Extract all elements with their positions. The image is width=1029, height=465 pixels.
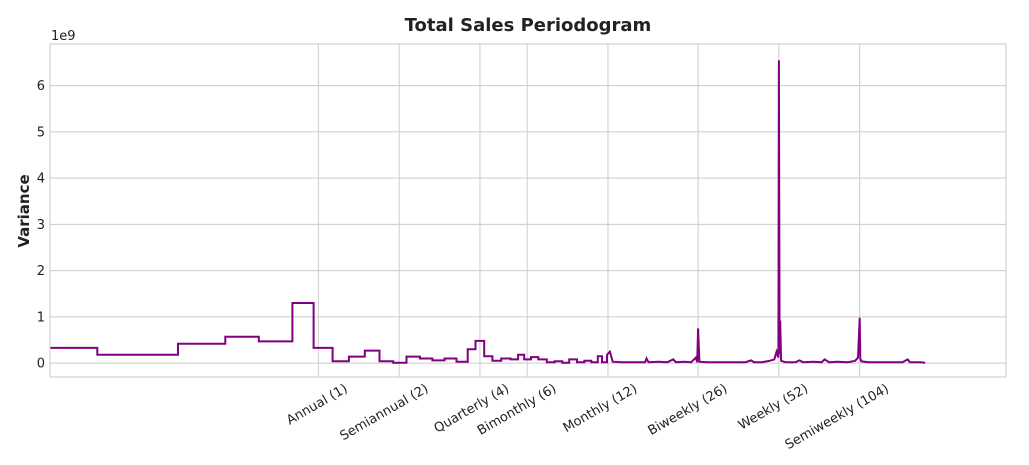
y-axis-label: Variance [15,174,33,247]
grid [50,44,1006,377]
plot-frame [49,43,1007,378]
chart-title: Total Sales Periodogram [405,15,652,36]
x-tick-labels: Annual (1)Semiannual (2) Quarterly (4)Bim… [284,381,891,453]
x-tick-label: Weekly (52) [736,381,811,433]
x-tick-label: Semiannual (2) [338,381,432,444]
y-tick-label: 5 [37,125,45,140]
x-tick-label: Biweekly (26) [646,381,730,438]
y-offset-label: 1e9 [51,29,76,44]
periodogram-series-line [50,60,926,364]
series-layer [50,60,926,364]
y-tick-label: 2 [37,264,45,279]
y-tick-label: 6 [37,79,45,94]
x-tick-label: Annual (1) [284,381,350,428]
y-tick-label: 3 [37,218,45,233]
x-tick-label: Monthly (12) [561,381,640,435]
y-tick-labels: 0 1 2 3 4 5 6 [37,79,45,372]
y-tick-label: 1 [37,310,45,325]
y-tick-label: 4 [37,172,45,187]
y-tick-label: 0 [37,357,45,372]
